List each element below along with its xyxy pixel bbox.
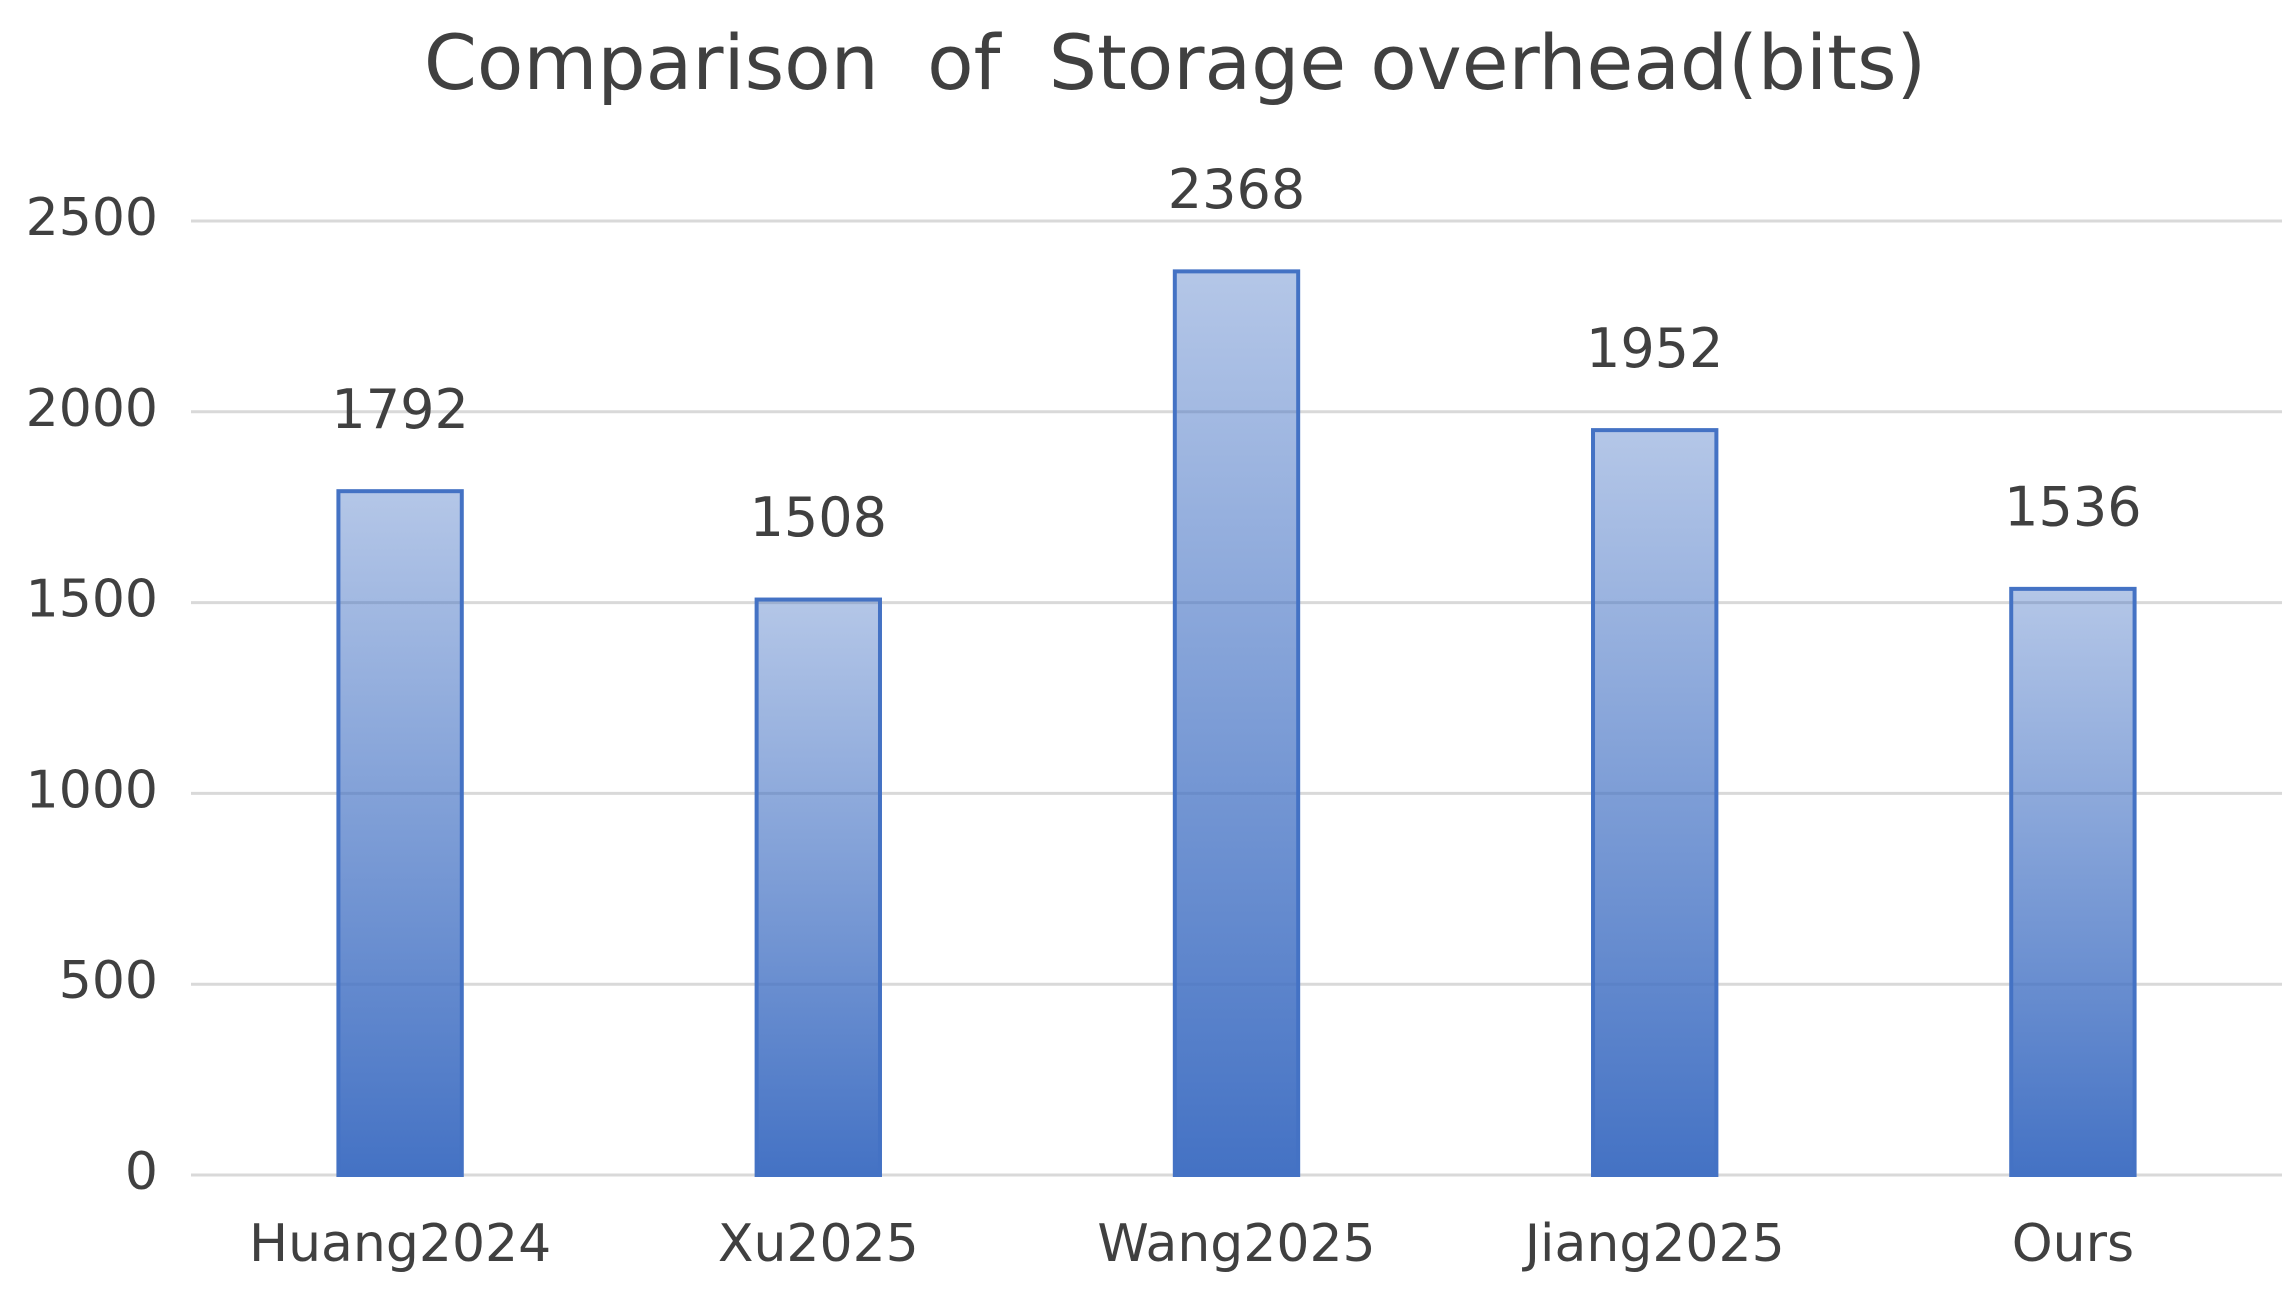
data-label: 1508 — [750, 486, 887, 549]
data-label: 1952 — [1586, 317, 1723, 380]
data-label: 1536 — [2004, 476, 2141, 539]
bar — [336, 489, 464, 1177]
chart-title: Comparison of Storage overhead(bits) — [424, 18, 1926, 107]
y-tick-label: 1000 — [26, 760, 158, 820]
y-tick-label: 500 — [59, 951, 158, 1011]
bar — [1172, 269, 1301, 1177]
y-tick-label: 2000 — [26, 379, 158, 439]
y-tick-label: 2500 — [26, 188, 158, 248]
bar — [754, 597, 882, 1177]
x-tick-label: Huang2024 — [249, 1214, 551, 1274]
y-tick-label: 1500 — [26, 570, 158, 630]
y-tick-label: 0 — [125, 1142, 158, 1202]
bar — [1591, 428, 1719, 1177]
x-tick-label: Wang2025 — [1097, 1214, 1375, 1274]
x-tick-label: Jiang2025 — [1522, 1214, 1785, 1274]
data-label: 2368 — [1168, 158, 1305, 221]
data-label: 1792 — [331, 378, 468, 441]
x-tick-label: Ours — [2012, 1214, 2134, 1274]
x-tick-label: Xu2025 — [718, 1214, 919, 1274]
bar — [2009, 586, 2137, 1177]
